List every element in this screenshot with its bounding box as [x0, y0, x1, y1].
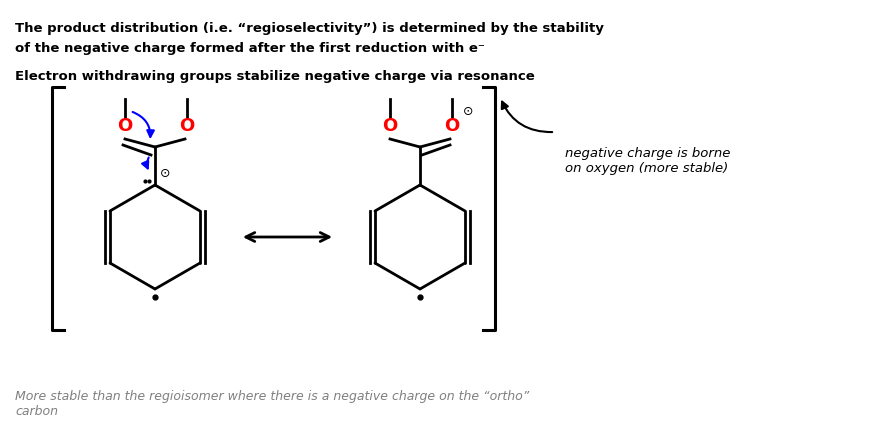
Text: ⊙: ⊙	[462, 104, 473, 118]
Text: negative charge is borne
on oxygen (more stable): negative charge is borne on oxygen (more…	[565, 147, 730, 175]
FancyArrowPatch shape	[132, 112, 153, 137]
FancyArrowPatch shape	[502, 102, 552, 132]
FancyArrowPatch shape	[142, 157, 148, 168]
Text: O: O	[179, 117, 195, 135]
Text: O: O	[382, 117, 397, 135]
Text: Electron withdrawing groups stabilize negative charge via resonance: Electron withdrawing groups stabilize ne…	[15, 70, 534, 83]
Text: More stable than the regioisomer where there is a negative charge on the “ortho”: More stable than the regioisomer where t…	[15, 390, 529, 418]
Text: ⊙: ⊙	[160, 167, 170, 180]
Text: of the negative charge formed after the first reduction with e⁻: of the negative charge formed after the …	[15, 42, 484, 55]
Text: O: O	[444, 117, 459, 135]
Text: O: O	[118, 117, 132, 135]
Text: The product distribution (i.e. “regioselectivity”) is determined by the stabilit: The product distribution (i.e. “regiosel…	[15, 22, 603, 35]
